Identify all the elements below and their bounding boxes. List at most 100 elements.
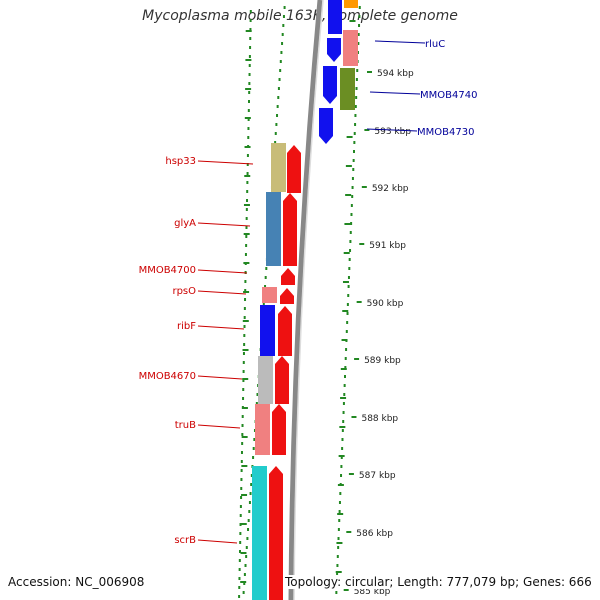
left-ring-dot: [239, 550, 241, 553]
left-gene-label: truB: [175, 420, 196, 431]
inner-ring-dot: [279, 69, 282, 72]
left-ring-dot: [244, 253, 247, 256]
inner-ring-dot: [245, 555, 248, 558]
left-gene-label: MMOB4700: [139, 265, 196, 276]
left-gene-label: ribF: [177, 321, 196, 332]
left-ring-dot: [246, 172, 249, 175]
gene-hsp33-block: [271, 143, 286, 192]
inner-ring-dot: [242, 591, 245, 594]
outer-ring-dot: [350, 213, 353, 216]
left-tick-mark: [245, 30, 252, 32]
scale-tick: [354, 358, 360, 360]
inner-ring-dot: [275, 123, 278, 126]
outer-ring-dot: [344, 366, 347, 369]
gene-rluc-block: [343, 30, 358, 66]
outer-ring-dot: [355, 96, 358, 99]
inner-ring-dot: [277, 87, 280, 90]
left-ring-dot: [238, 559, 241, 562]
outer-ring-dot: [351, 186, 354, 189]
gene-mmob4670-block: [258, 356, 273, 404]
left-tick-mark: [243, 204, 250, 206]
inner-ring-dot: [250, 483, 253, 486]
right-tick-mark: [339, 426, 346, 428]
left-gene-label: glyA: [174, 218, 196, 229]
outer-ring-dot: [349, 231, 352, 234]
inner-ring-dot: [243, 573, 246, 576]
inner-ring-dot: [280, 51, 283, 54]
gene-rpso-arrow: [280, 288, 294, 304]
backbone-line: [288, 0, 323, 600]
left-gene-label: MMOB4670: [139, 371, 196, 382]
outer-ring-dot: [345, 348, 348, 351]
inner-ring-dot: [255, 402, 258, 405]
outer-ring-dot: [337, 537, 340, 540]
inner-ring-dot: [279, 60, 282, 63]
left-ring-dot: [246, 190, 249, 193]
right-tick-mark: [340, 397, 347, 399]
left-tick-mark: [245, 88, 252, 90]
left-ring-dot: [244, 280, 247, 283]
inner-ring-dot: [283, 6, 286, 9]
left-label-leader: [197, 290, 247, 295]
scale-label: 586 kbp: [356, 529, 393, 539]
scale-tick: [367, 71, 372, 73]
left-ring-dot: [242, 379, 245, 382]
inner-ring-dot: [281, 33, 284, 36]
left-ring-dot: [242, 370, 245, 373]
scale-tick: [359, 243, 365, 245]
left-tick-mark: [240, 523, 247, 525]
right-tick-mark: [340, 368, 347, 370]
outer-ring-dot: [351, 195, 354, 198]
inner-ring-dot: [264, 285, 267, 288]
left-label-leader: [197, 160, 254, 165]
inner-ring-dot: [277, 96, 280, 99]
inner-ring-dot: [274, 141, 277, 144]
right-label-leader: [366, 128, 418, 132]
left-ring-dot: [249, 10, 252, 13]
gene-mmob4670-arrow: [275, 356, 289, 404]
inner-ring-dot: [281, 42, 284, 45]
outer-ring-dot: [358, 6, 361, 9]
right-tick-mark: [344, 223, 351, 225]
outer-ring-dot: [354, 114, 357, 117]
left-tick-mark: [242, 349, 249, 351]
scale-label: 592 kbp: [372, 184, 409, 194]
summary-text: Topology: circular; Length: 777,079 bp; …: [285, 575, 592, 589]
outer-ring-dot: [341, 447, 344, 450]
left-ring-dot: [240, 469, 243, 472]
left-ring-dot: [242, 361, 245, 364]
outer-ring-dot: [344, 357, 347, 360]
outer-ring-dot: [353, 141, 356, 144]
left-ring-dot: [247, 136, 250, 139]
outer-ring-dot: [342, 420, 345, 423]
outer-ring-dot: [338, 501, 341, 504]
outer-ring-dot: [340, 474, 343, 477]
left-tick-mark: [243, 233, 250, 235]
right-tick-mark: [345, 194, 352, 196]
inner-ring-dot: [247, 528, 250, 531]
left-tick-mark: [240, 581, 247, 583]
scale-label: 588 kbp: [361, 414, 398, 424]
gene-scrb-arrow: [269, 466, 283, 600]
gene-mmob4740-block: [340, 68, 355, 110]
inner-ring-dot: [250, 474, 253, 477]
left-tick-mark: [242, 378, 249, 380]
outer-ring-dot: [352, 168, 355, 171]
outer-ring-dot: [336, 555, 339, 558]
left-tick-mark: [244, 117, 251, 119]
outer-ring-dot: [357, 33, 360, 36]
outer-ring-dot: [338, 519, 341, 522]
left-tick-mark: [240, 552, 247, 554]
left-ring-dot: [238, 586, 241, 589]
outer-ring-dot: [346, 312, 349, 315]
gene-trub-arrow: [272, 404, 286, 455]
outer-ring-dot: [346, 321, 349, 324]
inner-ring-dot: [252, 447, 255, 450]
accession-text: Accession: NC_006908: [8, 575, 145, 589]
scale-tick: [343, 589, 349, 591]
left-ring-dot: [239, 505, 242, 508]
right-tick-mark: [342, 310, 349, 312]
scale-label: 585 kbp: [354, 587, 391, 597]
left-ring-dot: [248, 64, 251, 67]
